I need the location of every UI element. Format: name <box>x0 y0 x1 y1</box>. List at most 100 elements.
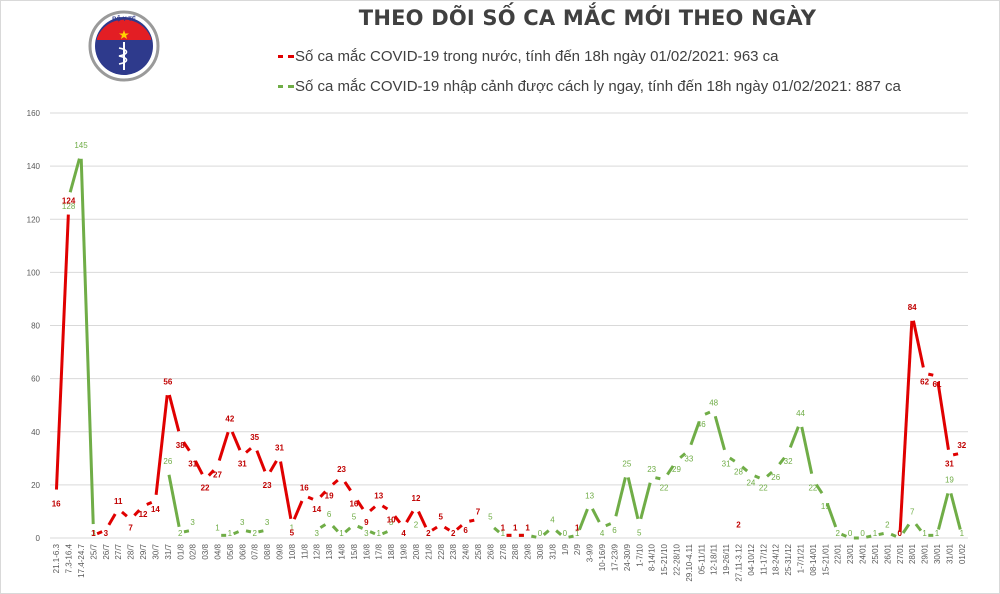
data-label: 7 <box>910 507 915 516</box>
series-segment <box>689 420 701 446</box>
series-segment <box>292 500 304 520</box>
series-segment <box>344 526 352 534</box>
series-segment <box>331 478 339 486</box>
data-label: 3 <box>389 518 394 527</box>
data-label: 31 <box>275 444 284 453</box>
series-segment <box>937 492 950 530</box>
data-label: 1 <box>215 523 220 532</box>
series-segment <box>493 526 501 534</box>
x-tick-label: 13/8 <box>325 543 334 559</box>
data-label: 1 <box>575 523 580 532</box>
x-tick-label: 06/8 <box>238 543 247 559</box>
x-tick-label: 24/8 <box>462 543 471 559</box>
series-segment <box>230 431 242 451</box>
data-label: 0 <box>898 529 903 538</box>
x-tick-label: 17.4-24.7 <box>77 543 86 577</box>
ministry-of-health-logo: BỘ Y TẾ <box>88 10 160 82</box>
data-label: 12 <box>412 494 421 503</box>
x-tick-label: 10-16/9 <box>598 543 607 571</box>
x-tick-label: 07/8 <box>251 543 260 559</box>
data-label: 31 <box>188 460 197 469</box>
data-label: 22 <box>201 484 210 493</box>
x-tick-label: 01/8 <box>176 543 185 559</box>
legend-line-red-icon <box>278 55 283 58</box>
series-segment <box>207 469 215 477</box>
y-axis: 0 20 40 60 80 100 120 140 160 <box>27 109 41 543</box>
data-label: 19 <box>325 492 334 501</box>
x-tick-label: 2/9 <box>573 543 582 555</box>
data-label: 5 <box>637 529 642 538</box>
data-label: 1 <box>513 523 518 532</box>
data-label: 128 <box>62 202 76 211</box>
x-tick-label: 05/8 <box>226 543 235 559</box>
x-tick-label: 11/8 <box>300 543 309 559</box>
x-tick-label: 08-14/01 <box>809 543 818 575</box>
data-label: 22 <box>759 484 768 493</box>
legend-item-imported: Số ca mắc COVID-19 nhập cảnh được cách l… <box>278 78 901 95</box>
series-segment <box>468 518 475 523</box>
x-tick-label: 17-23/9 <box>610 543 619 571</box>
series-segment <box>233 530 240 536</box>
data-label: 16 <box>52 500 61 509</box>
x-tick-label: 25/01 <box>871 543 880 564</box>
data-label: 12 <box>139 510 148 519</box>
data-label: 2 <box>178 529 183 538</box>
series-segment <box>343 481 352 492</box>
series-segment <box>443 525 451 532</box>
data-label: 13 <box>585 491 594 500</box>
data-label: 4 <box>401 529 406 538</box>
x-tick-label: 23/8 <box>449 543 458 559</box>
series-segment <box>679 452 687 459</box>
series-segment <box>531 534 537 539</box>
series-segment <box>542 529 550 536</box>
x-tick-label: 11-17/12 <box>759 543 768 575</box>
x-tick-label: 30/7 <box>151 543 160 559</box>
series-segment <box>840 532 848 538</box>
legend-line-green-icon <box>288 85 294 88</box>
data-label: 4 <box>550 515 555 524</box>
data-label: 62 <box>920 377 929 386</box>
data-label: 4 <box>600 529 605 538</box>
series-segment <box>713 415 726 451</box>
data-label: 19 <box>945 476 954 485</box>
data-label: 16 <box>300 484 309 493</box>
x-tick-label: 12/8 <box>313 543 322 559</box>
x-tick-label: 02/8 <box>189 543 198 559</box>
data-label: 0 <box>563 529 568 538</box>
series-segment <box>279 461 293 520</box>
x-tick-label: 31/7 <box>164 543 173 559</box>
series-segment <box>319 523 327 529</box>
series-segment <box>369 505 376 513</box>
legend-label-domestic: Số ca mắc COVID-19 trong nước, tính đến … <box>295 48 779 65</box>
series-segment <box>245 447 252 454</box>
x-tick-label: 01/02 <box>958 543 967 564</box>
data-label: 32 <box>784 457 793 466</box>
data-label: 5 <box>439 513 444 522</box>
series-segment <box>96 530 103 536</box>
x-tick-label: 19-26/11 <box>722 543 731 575</box>
series-segment <box>182 441 191 452</box>
data-label: 31 <box>722 460 731 469</box>
y-tick-label: 100 <box>27 268 41 277</box>
data-label: 2 <box>836 529 841 538</box>
data-label: 33 <box>684 454 693 463</box>
x-tick-label: 22-28/10 <box>672 543 681 575</box>
series-segment <box>898 320 914 533</box>
series-segment <box>319 490 327 498</box>
x-tick-label: 16/8 <box>362 543 371 559</box>
series-segment <box>120 510 128 518</box>
data-label: 5 <box>488 513 493 522</box>
series-segment <box>54 214 70 490</box>
x-tick-label: 25/7 <box>89 543 98 559</box>
series-segment <box>704 410 711 416</box>
series-segment <box>578 508 589 531</box>
data-label: 2 <box>885 521 890 530</box>
x-tick-label: 12-18/11 <box>710 543 719 575</box>
series-segment <box>741 465 749 473</box>
x-tick-label: 19/8 <box>400 543 409 559</box>
x-tick-label: 28/7 <box>127 543 136 559</box>
data-label: 3 <box>240 518 245 527</box>
series-segment <box>431 525 438 532</box>
legend-line-green-icon <box>278 85 283 88</box>
series-segment <box>357 524 364 530</box>
